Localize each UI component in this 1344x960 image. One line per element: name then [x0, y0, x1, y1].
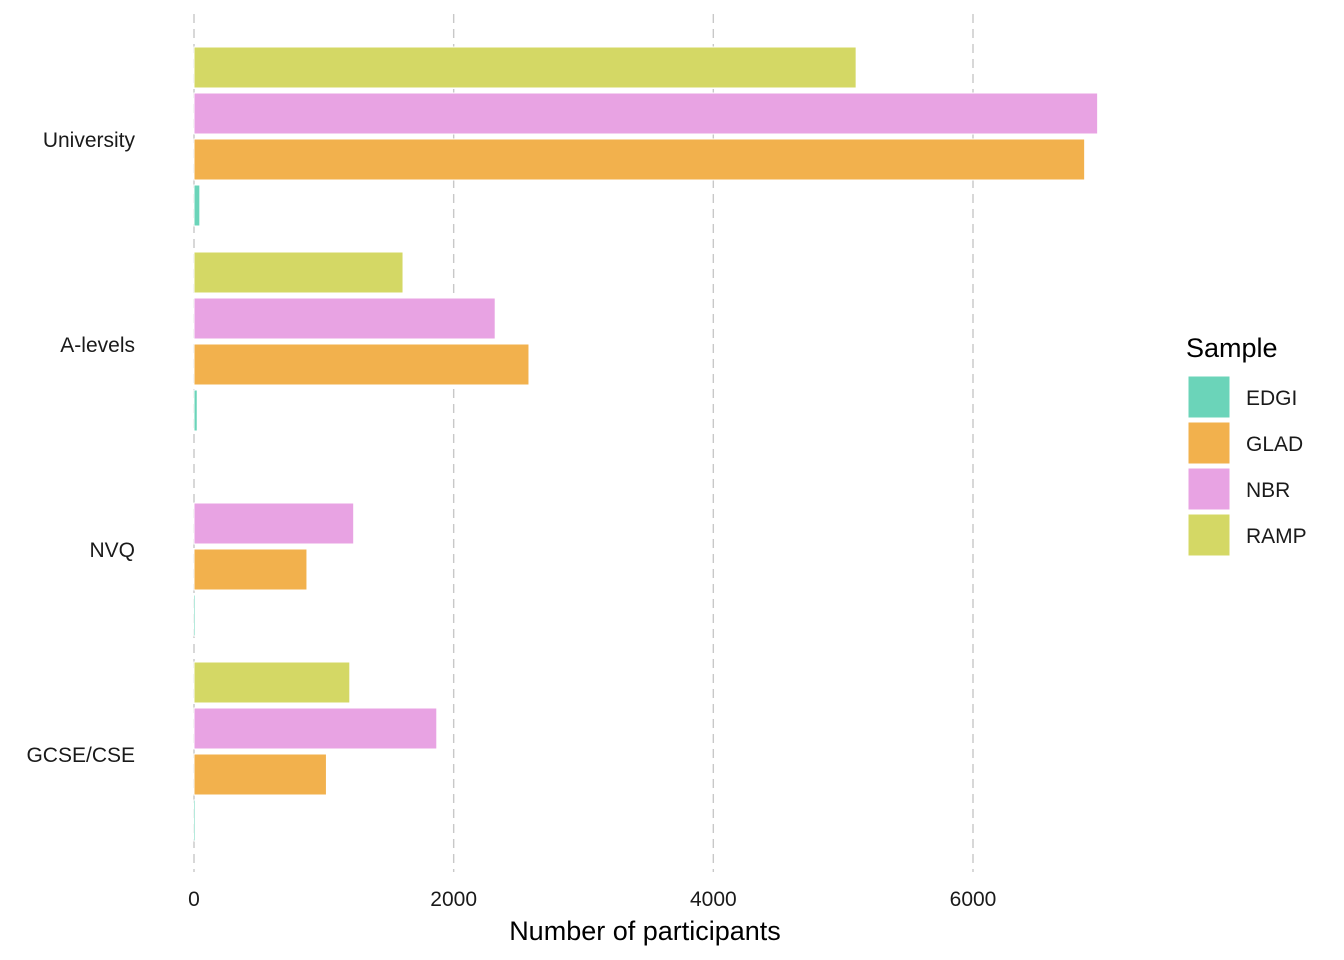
x-axis-title: Number of participants — [509, 916, 781, 946]
legend-swatch-nbr — [1187, 467, 1231, 511]
y-axis-category-labels: University A-levels NVQ GCSE/CSE — [26, 129, 135, 767]
legend-label-edgi: EDGI — [1246, 387, 1297, 410]
bar-ramp-a-levels — [193, 251, 404, 294]
x-tick-label: 4000 — [690, 888, 737, 911]
bar-glad-nvq — [193, 548, 308, 591]
y-tick-label: University — [43, 129, 136, 152]
bar-glad-a-levels — [193, 343, 530, 386]
bar-ramp-university — [193, 46, 857, 89]
bar-edgi-university — [193, 184, 201, 227]
bar-edgi-gcse-cse — [193, 799, 196, 842]
y-tick-label: GCSE/CSE — [26, 744, 135, 767]
legend-items: EDGI GLAD NBR RAMP — [1187, 375, 1307, 557]
bar-nbr-a-levels — [193, 297, 496, 340]
y-tick-label: A-levels — [60, 334, 135, 357]
legend-label-glad: GLAD — [1246, 433, 1303, 456]
bar-nbr-nvq — [193, 502, 355, 545]
bar-edgi-nvq — [193, 594, 196, 637]
x-tick-label: 2000 — [430, 888, 477, 911]
bar-glad-gcse-cse — [193, 753, 327, 796]
bar-glad-university — [193, 138, 1086, 181]
x-tick-label: 6000 — [950, 888, 997, 911]
legend-label-nbr: NBR — [1246, 479, 1290, 502]
legend-swatch-ramp — [1187, 513, 1231, 557]
legend-label-ramp: RAMP — [1246, 525, 1307, 548]
y-tick-label: NVQ — [89, 539, 135, 562]
bar-ramp-gcse-cse — [193, 661, 351, 704]
legend-swatch-edgi — [1187, 375, 1231, 419]
legend-swatch-glad — [1187, 421, 1231, 465]
bars — [193, 46, 1099, 842]
bar-edgi-a-levels — [193, 389, 198, 432]
legend-title: Sample — [1186, 333, 1278, 363]
legend: Sample EDGI GLAD NBR RAMP — [1186, 333, 1307, 557]
x-tick-label: 0 — [188, 888, 200, 911]
bar-nbr-university — [193, 92, 1099, 135]
bar-nbr-gcse-cse — [193, 707, 438, 750]
x-axis-tick-labels: 0 2000 4000 6000 — [188, 888, 996, 911]
